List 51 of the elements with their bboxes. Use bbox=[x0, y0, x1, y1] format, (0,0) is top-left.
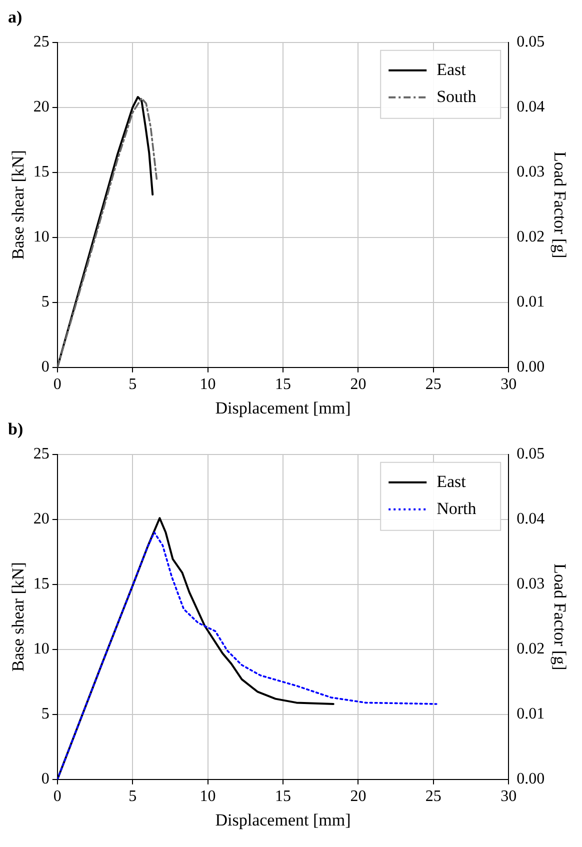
y2-axis-title: Load Factor [g] bbox=[550, 152, 570, 258]
chart-title: b) bbox=[8, 420, 24, 439]
y2-tick-label: 0.04 bbox=[516, 510, 545, 528]
x-tick-label: 30 bbox=[500, 376, 517, 394]
legend-label: North bbox=[436, 498, 477, 518]
y-tick-label: 25 bbox=[33, 446, 50, 463]
y-axis-title: Base shear [kN] bbox=[8, 562, 28, 672]
x-tick-label: 10 bbox=[200, 376, 216, 394]
y2-tick-label: 0.00 bbox=[516, 770, 545, 788]
line-series bbox=[57, 532, 438, 780]
y2-tick-label: 0.01 bbox=[516, 294, 545, 311]
y2-tick-label: 0.05 bbox=[516, 34, 545, 51]
y2-tick-label: 0.03 bbox=[516, 576, 545, 593]
x-axis-title: Displacement [mm] bbox=[215, 810, 351, 830]
y-tick-label: 25 bbox=[33, 34, 50, 51]
x-tick-label: 15 bbox=[275, 788, 291, 806]
x-tick-label: 0 bbox=[53, 788, 62, 806]
y-tick-label: 10 bbox=[33, 640, 50, 658]
x-tick-label: 5 bbox=[128, 376, 137, 394]
y-axis-title: Base shear [kN] bbox=[8, 150, 28, 260]
y2-tick-label: 0.04 bbox=[516, 98, 545, 116]
x-tick-label: 5 bbox=[128, 788, 137, 806]
y2-tick-label: 0.02 bbox=[516, 640, 545, 658]
y-tick-label: 0 bbox=[41, 770, 50, 788]
y-tick-label: 5 bbox=[41, 294, 50, 311]
y-tick-label: 15 bbox=[33, 576, 50, 593]
x-tick-label: 30 bbox=[500, 788, 517, 806]
y2-axis-title: Load Factor [g] bbox=[550, 564, 570, 670]
legend-label: East bbox=[436, 472, 466, 491]
y2-tick-label: 0.03 bbox=[516, 164, 545, 181]
chart-title: a) bbox=[8, 8, 22, 27]
y-tick-label: 20 bbox=[33, 98, 50, 116]
y2-tick-label: 0.01 bbox=[516, 706, 545, 723]
x-tick-label: 0 bbox=[53, 376, 62, 394]
x-tick-label: 25 bbox=[425, 788, 442, 806]
x-tick-label: 10 bbox=[200, 788, 216, 806]
y-tick-label: 10 bbox=[33, 228, 50, 246]
y-tick-label: 5 bbox=[41, 706, 50, 723]
x-tick-label: 20 bbox=[350, 788, 366, 806]
x-axis-title: Displacement [mm] bbox=[215, 398, 351, 418]
y-tick-label: 0 bbox=[41, 358, 50, 376]
y-tick-label: 15 bbox=[33, 164, 50, 181]
y2-tick-label: 0.05 bbox=[516, 446, 545, 463]
x-tick-label: 20 bbox=[350, 376, 366, 394]
x-tick-label: 25 bbox=[425, 376, 442, 394]
y-tick-label: 20 bbox=[33, 510, 50, 528]
legend-label: South bbox=[436, 86, 477, 106]
y2-tick-label: 0.00 bbox=[516, 358, 545, 376]
legend-label: East bbox=[436, 60, 466, 79]
x-tick-label: 15 bbox=[275, 376, 291, 394]
y2-tick-label: 0.02 bbox=[516, 228, 545, 246]
